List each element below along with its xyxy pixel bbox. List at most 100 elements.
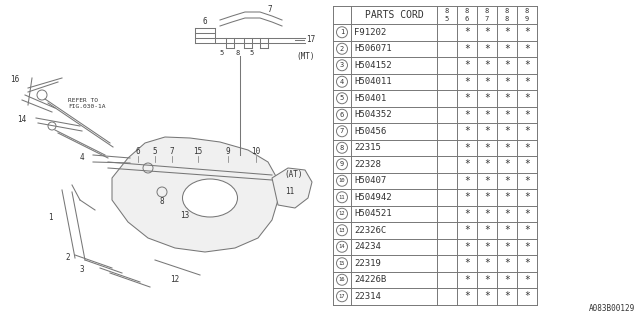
Text: 9: 9 <box>340 161 344 167</box>
Text: 11: 11 <box>339 195 345 200</box>
Text: *: * <box>464 143 470 153</box>
Text: *: * <box>504 275 510 285</box>
Text: *: * <box>524 110 530 120</box>
Text: 16: 16 <box>10 76 20 84</box>
Text: *: * <box>484 126 490 136</box>
Text: *: * <box>464 44 470 54</box>
Text: 3: 3 <box>340 62 344 68</box>
Text: *: * <box>504 225 510 235</box>
Text: *: * <box>504 143 510 153</box>
Text: 6: 6 <box>203 18 207 27</box>
Text: 3: 3 <box>80 266 84 275</box>
Text: 14: 14 <box>339 244 345 249</box>
Text: *: * <box>484 27 490 37</box>
Text: A083B00129: A083B00129 <box>589 304 635 313</box>
Text: *: * <box>524 192 530 202</box>
Text: 14: 14 <box>17 116 27 124</box>
Text: 17: 17 <box>307 36 316 44</box>
Text: 13: 13 <box>339 228 345 233</box>
Text: *: * <box>504 93 510 103</box>
Text: H504011: H504011 <box>354 77 392 86</box>
Text: 1: 1 <box>340 29 344 35</box>
Text: H504521: H504521 <box>354 209 392 218</box>
Text: *: * <box>464 77 470 87</box>
Text: F91202: F91202 <box>354 28 387 37</box>
Text: *: * <box>464 93 470 103</box>
Text: *: * <box>504 44 510 54</box>
Text: FIG.030-1A: FIG.030-1A <box>68 105 106 109</box>
Text: 17: 17 <box>339 294 345 299</box>
Text: *: * <box>504 60 510 70</box>
Text: 8: 8 <box>236 50 240 56</box>
Text: 24234: 24234 <box>354 242 381 251</box>
Text: *: * <box>504 242 510 252</box>
Text: 4: 4 <box>340 79 344 85</box>
Text: H506071: H506071 <box>354 44 392 53</box>
Text: 10: 10 <box>252 148 260 156</box>
Text: *: * <box>504 176 510 186</box>
Text: *: * <box>524 291 530 301</box>
Text: 10: 10 <box>339 178 345 183</box>
Text: 2: 2 <box>340 46 344 52</box>
Text: H504152: H504152 <box>354 61 392 70</box>
Text: H50401: H50401 <box>354 94 387 103</box>
Text: *: * <box>464 192 470 202</box>
Text: *: * <box>484 275 490 285</box>
Text: *: * <box>524 275 530 285</box>
Text: *: * <box>524 27 530 37</box>
Text: *: * <box>484 77 490 87</box>
Text: *: * <box>484 159 490 169</box>
Text: *: * <box>504 291 510 301</box>
Text: 7: 7 <box>268 4 272 13</box>
Text: *: * <box>464 225 470 235</box>
Text: *: * <box>484 209 490 219</box>
Text: *: * <box>464 27 470 37</box>
Text: *: * <box>484 93 490 103</box>
Text: 8: 8 <box>505 8 509 14</box>
Text: *: * <box>504 110 510 120</box>
Text: *: * <box>464 291 470 301</box>
Text: H504942: H504942 <box>354 193 392 202</box>
Text: 9: 9 <box>226 148 230 156</box>
Text: (AT): (AT) <box>284 171 303 180</box>
Text: *: * <box>524 60 530 70</box>
Text: *: * <box>484 291 490 301</box>
Text: 22315: 22315 <box>354 143 381 152</box>
Text: *: * <box>464 209 470 219</box>
Text: 4: 4 <box>80 154 84 163</box>
Text: 12: 12 <box>170 276 180 284</box>
Text: *: * <box>524 159 530 169</box>
Text: *: * <box>524 77 530 87</box>
Text: *: * <box>464 126 470 136</box>
Text: *: * <box>484 60 490 70</box>
Text: REFER TO: REFER TO <box>68 98 98 102</box>
Text: *: * <box>484 225 490 235</box>
Text: *: * <box>484 143 490 153</box>
Text: 13: 13 <box>180 211 189 220</box>
Text: *: * <box>504 77 510 87</box>
Text: *: * <box>464 110 470 120</box>
Text: 8: 8 <box>160 197 164 206</box>
Text: *: * <box>504 258 510 268</box>
Text: 8: 8 <box>505 16 509 22</box>
Text: 12: 12 <box>339 211 345 216</box>
Text: H50456: H50456 <box>354 127 387 136</box>
Text: 22319: 22319 <box>354 259 381 268</box>
Text: 5: 5 <box>153 148 157 156</box>
Text: 24226B: 24226B <box>354 275 387 284</box>
Text: *: * <box>524 143 530 153</box>
Text: *: * <box>464 159 470 169</box>
Text: *: * <box>524 44 530 54</box>
Text: *: * <box>524 93 530 103</box>
Text: *: * <box>524 225 530 235</box>
Text: (MT): (MT) <box>296 52 314 61</box>
Text: *: * <box>524 258 530 268</box>
Text: *: * <box>504 192 510 202</box>
Text: 7: 7 <box>485 16 489 22</box>
Text: *: * <box>504 126 510 136</box>
Text: *: * <box>524 209 530 219</box>
Text: *: * <box>484 242 490 252</box>
Text: 8: 8 <box>340 145 344 151</box>
Text: 8: 8 <box>465 8 469 14</box>
Text: 8: 8 <box>445 8 449 14</box>
